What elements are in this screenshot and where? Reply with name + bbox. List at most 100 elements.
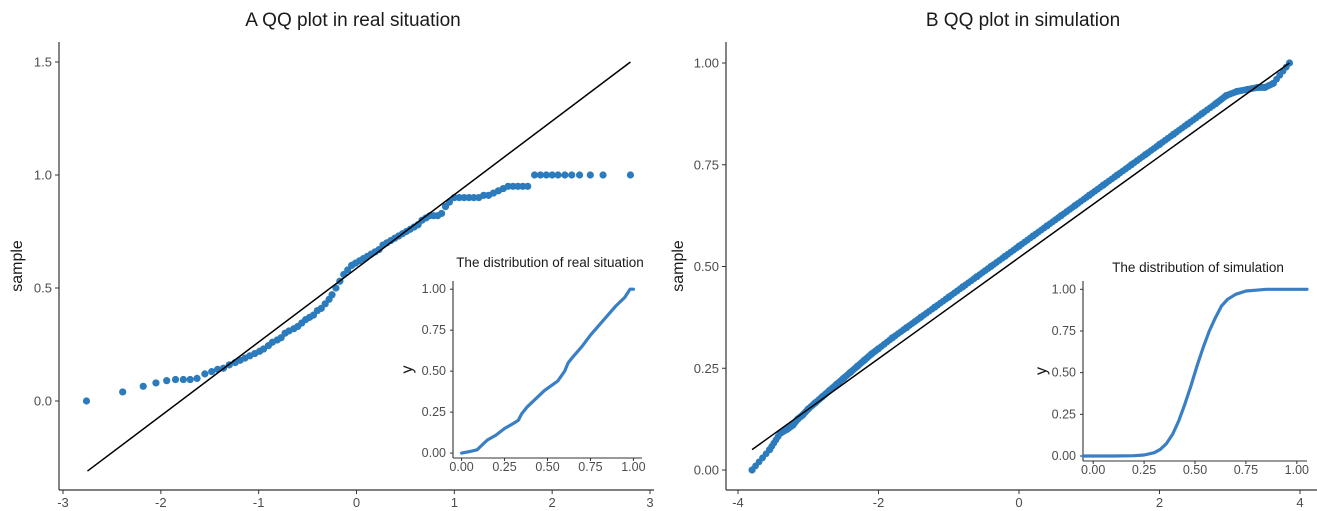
inset-x-tick-label: 0.50: [535, 460, 559, 474]
qq-point: [536, 171, 545, 179]
inset-y-axis-label: y: [1033, 367, 1050, 375]
x-tick-label: 0: [353, 495, 360, 510]
inset-background: [453, 277, 642, 458]
qq-point: [914, 316, 922, 323]
qq-reference-line: [87, 61, 631, 472]
inset-cdf-line: [460, 287, 635, 455]
inset-y-tick-label: 0.00: [422, 446, 446, 460]
qq-point: [530, 171, 539, 179]
panel-b: B QQ plot in simulation 0.00 0.25 0.50 0.75 1…: [670, 10, 1317, 510]
inset-y-tick-label: 1.00: [1052, 282, 1076, 296]
inset-x-tick-label: 0.50: [1183, 463, 1207, 477]
qq-point: [1268, 80, 1276, 88]
qq-point: [201, 370, 209, 378]
inset-x-tick-label: 0.00: [449, 460, 473, 474]
qq-point: [762, 450, 770, 458]
qq-point: [1026, 234, 1034, 242]
qq-reference-line: [751, 62, 1290, 451]
inset-plot: The distribution of simulation 0.00 0.25 0.…: [1033, 260, 1309, 477]
y-tick-label: 1.5: [34, 55, 52, 70]
qq-point: [119, 388, 127, 396]
qq-point: [152, 379, 160, 387]
qq-point: [554, 171, 562, 179]
inset-plot: The distribution of real situation0.000.…: [399, 255, 646, 474]
qq-point: [1097, 183, 1104, 191]
qq-point: [998, 254, 1006, 262]
qq-points: [82, 171, 635, 405]
x-tick-label: -1: [253, 495, 265, 510]
x-tick-label: 2: [549, 495, 556, 510]
qq-point: [1083, 193, 1090, 201]
x-tick-label: 1: [451, 495, 458, 510]
qq-point: [900, 326, 908, 333]
inset-x-tick-label: 1.00: [621, 460, 645, 474]
qq-point: [928, 305, 936, 313]
inset-x-tick-label: 0.25: [1132, 463, 1156, 477]
inset-y-tick-label: 0.25: [1052, 407, 1076, 421]
qq-point: [193, 374, 201, 382]
qq-point: [1068, 204, 1076, 211]
inset-y-tick-label: 0.75: [422, 323, 446, 337]
qq-point: [1195, 112, 1203, 120]
qq-point: [561, 171, 569, 179]
x-tick-label: 4: [1296, 495, 1303, 510]
inset-y-tick-label: 0.75: [1052, 324, 1076, 338]
qq-point: [886, 336, 894, 344]
y-axis-label: sample: [9, 240, 26, 292]
qq-point: [208, 368, 216, 376]
qq-point: [970, 275, 978, 283]
chart-title: A QQ plot in real situation: [245, 10, 460, 31]
inset-x-tick-label: 0.00: [1081, 463, 1105, 477]
qq-point: [1111, 173, 1118, 181]
y-tick-label: 0.25: [694, 361, 719, 376]
qq-point: [139, 382, 147, 390]
qq-point: [328, 291, 336, 299]
y-axis-label: sample: [670, 240, 687, 292]
y-tick-label: 0.0: [34, 394, 52, 409]
qq-point: [984, 265, 992, 272]
inset-x-tick-label: 0.75: [1234, 463, 1258, 477]
qq-points: [748, 59, 1294, 474]
x-tick-label: 0: [1015, 495, 1022, 510]
qq-point: [1153, 143, 1161, 150]
qq-point: [599, 171, 607, 179]
inset-y-tick-label: 0.50: [1052, 366, 1076, 380]
qq-point: [626, 171, 635, 179]
qq-point: [942, 295, 950, 303]
inset-y-tick-label: 0.25: [422, 405, 446, 419]
qq-point: [568, 171, 576, 179]
x-tick-label: 3: [646, 495, 653, 510]
y-tick-label: 1.0: [34, 168, 52, 183]
x-tick-label: 2: [1156, 495, 1163, 510]
qq-point: [1012, 244, 1020, 252]
inset-x-tick-label: 0.75: [578, 460, 602, 474]
inset-x-tick-label: 1.00: [1285, 463, 1309, 477]
qq-point: [1167, 132, 1175, 140]
qq-point: [171, 375, 180, 384]
qq-point: [548, 171, 556, 179]
inset-y-axis-label: y: [399, 366, 416, 374]
qq-point: [1040, 224, 1048, 232]
y-tick-label: 0.50: [694, 259, 719, 274]
x-tick-label: -2: [873, 495, 885, 510]
qq-point: [524, 182, 532, 190]
x-tick-label: -3: [57, 495, 69, 510]
x-tick-label: -4: [732, 495, 744, 510]
qq-point: [1181, 122, 1189, 130]
qq-point: [1139, 153, 1147, 161]
y-tick-label: 1.00: [694, 56, 719, 71]
qq-point: [179, 375, 187, 384]
qq-point: [1125, 163, 1132, 171]
x-tick-label: -2: [155, 495, 167, 510]
inset-y-tick-label: 0.00: [1052, 449, 1076, 463]
y-tick-label: 0.00: [694, 463, 719, 478]
y-tick-label: 0.5: [34, 281, 52, 296]
panel-a: A QQ plot in real situation 0.0 0.5 1.0 1.5 -…: [9, 10, 654, 510]
inset-cdf-line: [1081, 287, 1309, 458]
y-tick-label: 0.75: [694, 157, 719, 172]
inset-title: The distribution of real situation: [456, 255, 644, 270]
qq-point: [1282, 63, 1290, 71]
qq-point: [1054, 214, 1062, 222]
qq-point: [186, 375, 194, 384]
